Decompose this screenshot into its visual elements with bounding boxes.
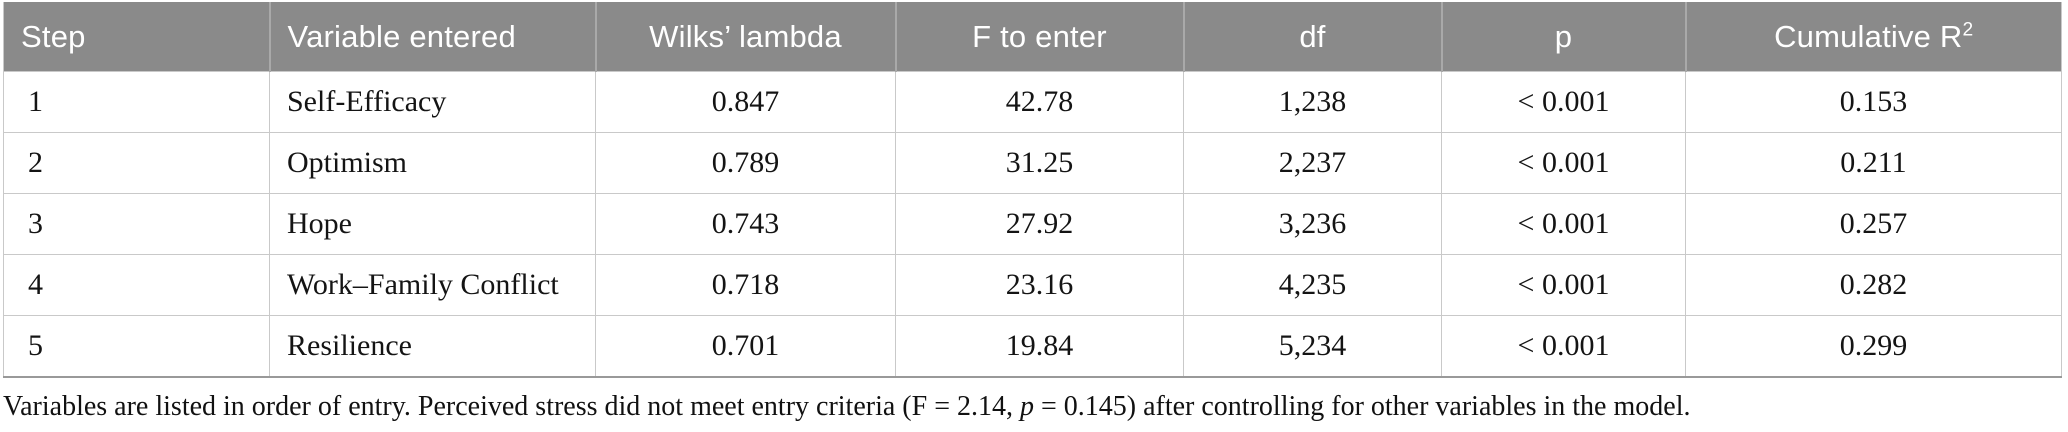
table-row: 2 Optimism 0.789 31.25 2,237 < 0.001 0.2… bbox=[3, 132, 2062, 194]
cell-f-to-enter: 31.25 bbox=[895, 132, 1184, 194]
cell-step: 4 bbox=[3, 254, 270, 316]
cell-p: < 0.001 bbox=[1441, 254, 1686, 316]
cumulative-r2-superscript: 2 bbox=[1962, 19, 1974, 41]
stepwise-regression-table: Step Variable entered Wilks’ lambda F to… bbox=[3, 2, 2062, 378]
cell-f-to-enter: 42.78 bbox=[895, 71, 1184, 133]
table-row: 4 Work–Family Conflict 0.718 23.16 4,235… bbox=[3, 254, 2062, 316]
cell-p: < 0.001 bbox=[1441, 193, 1686, 255]
footnote-text-part2: = 0.145) after controlling for other var… bbox=[1033, 391, 1691, 422]
cell-variable: Optimism bbox=[269, 132, 596, 194]
table-body: 1 Self-Efficacy 0.847 42.78 1,238 < 0.00… bbox=[3, 71, 2062, 378]
cell-f-to-enter: 19.84 bbox=[895, 315, 1184, 378]
cell-f-to-enter: 27.92 bbox=[895, 193, 1184, 255]
table-row: 5 Resilience 0.701 19.84 5,234 < 0.001 0… bbox=[3, 315, 2062, 378]
cell-variable: Work–Family Conflict bbox=[269, 254, 596, 316]
col-header-df: df bbox=[1183, 2, 1443, 72]
cell-df: 4,235 bbox=[1183, 254, 1442, 316]
cell-cumulative-r2: 0.282 bbox=[1685, 254, 2062, 316]
cell-variable: Hope bbox=[269, 193, 596, 255]
cell-step: 1 bbox=[3, 71, 270, 133]
footnote-text-part1: Variables are listed in order of entry. … bbox=[3, 391, 1020, 422]
col-header-p: p bbox=[1441, 2, 1687, 72]
footnote-italic-p: p bbox=[1019, 391, 1034, 422]
table-row: 1 Self-Efficacy 0.847 42.78 1,238 < 0.00… bbox=[3, 71, 2062, 133]
cell-variable: Self-Efficacy bbox=[269, 71, 596, 133]
cell-wilks-lambda: 0.789 bbox=[595, 132, 896, 194]
cell-step: 2 bbox=[3, 132, 270, 194]
cell-f-to-enter: 23.16 bbox=[895, 254, 1184, 316]
header-row: Step Variable entered Wilks’ lambda F to… bbox=[3, 2, 2062, 72]
cell-cumulative-r2: 0.299 bbox=[1685, 315, 2062, 378]
cell-wilks-lambda: 0.701 bbox=[595, 315, 896, 378]
cell-step: 3 bbox=[3, 193, 270, 255]
cell-df: 3,236 bbox=[1183, 193, 1442, 255]
col-header-step: Step bbox=[3, 2, 271, 72]
table-container: Step Variable entered Wilks’ lambda F to… bbox=[3, 2, 2062, 378]
cell-wilks-lambda: 0.847 bbox=[595, 71, 896, 133]
cell-cumulative-r2: 0.153 bbox=[1685, 71, 2062, 133]
cell-p: < 0.001 bbox=[1441, 315, 1686, 378]
cell-p: < 0.001 bbox=[1441, 132, 1686, 194]
table-header: Step Variable entered Wilks’ lambda F to… bbox=[3, 2, 2062, 72]
cell-cumulative-r2: 0.257 bbox=[1685, 193, 2062, 255]
col-header-cumulative-r2: Cumulative R2 bbox=[1685, 2, 2062, 72]
cell-cumulative-r2: 0.211 bbox=[1685, 132, 2062, 194]
cell-variable: Resilience bbox=[269, 315, 596, 378]
cell-p: < 0.001 bbox=[1441, 71, 1686, 133]
cell-df: 2,237 bbox=[1183, 132, 1442, 194]
cumulative-r2-base: Cumulative R bbox=[1774, 18, 1963, 54]
cell-wilks-lambda: 0.718 bbox=[595, 254, 896, 316]
table-footnote: Variables are listed in order of entry. … bbox=[3, 391, 2068, 423]
col-header-wilks-lambda: Wilks’ lambda bbox=[595, 2, 897, 72]
col-header-f-to-enter: F to enter bbox=[895, 2, 1185, 72]
cell-df: 1,238 bbox=[1183, 71, 1442, 133]
col-header-variable-entered: Variable entered bbox=[269, 2, 597, 72]
table-row: 3 Hope 0.743 27.92 3,236 < 0.001 0.257 bbox=[3, 193, 2062, 255]
cell-df: 5,234 bbox=[1183, 315, 1442, 378]
cell-step: 5 bbox=[3, 315, 270, 378]
cell-wilks-lambda: 0.743 bbox=[595, 193, 896, 255]
